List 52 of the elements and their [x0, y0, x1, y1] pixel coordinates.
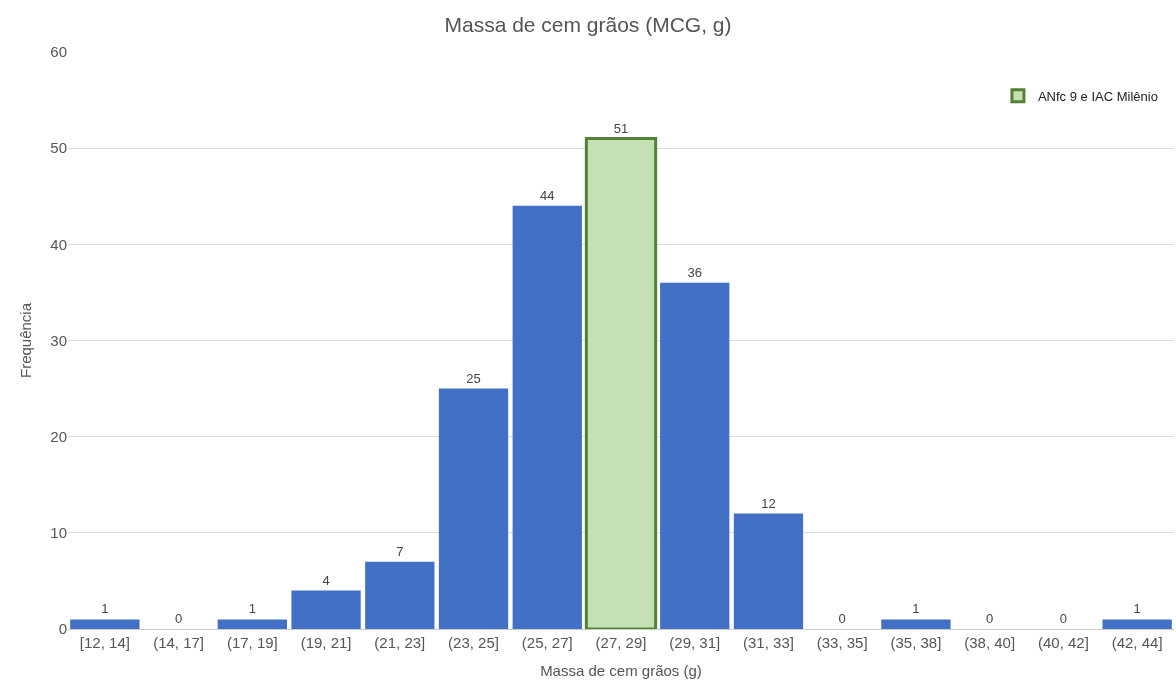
bar	[512, 205, 582, 629]
bar	[217, 619, 287, 629]
x-tick-label: (29, 31]	[669, 634, 721, 651]
data-label: 12	[761, 495, 776, 511]
x-tick-label: (40, 42]	[1037, 634, 1089, 651]
data-label: 25	[466, 370, 481, 386]
bar	[291, 590, 361, 629]
y-tick-label: 50	[50, 139, 67, 157]
y-tick-label: 40	[50, 235, 67, 253]
bar	[584, 137, 658, 629]
data-label: 36	[687, 264, 702, 280]
data-label: 1	[248, 601, 256, 617]
bar	[70, 619, 140, 629]
x-tick-label: (35, 38]	[890, 634, 942, 651]
data-label: 44	[540, 187, 555, 203]
x-tick-label: (19, 21]	[300, 634, 352, 651]
bar	[660, 282, 730, 629]
y-tick-label: 30	[50, 331, 67, 349]
x-tick-label: (38, 40]	[964, 634, 1016, 651]
chart-title: Massa de cem grãos (MCG, g)	[444, 12, 732, 36]
data-label: 51	[613, 120, 629, 136]
x-tick-label: [12, 14]	[79, 634, 130, 651]
x-tick-label: (31, 33]	[743, 634, 794, 651]
y-tick-label: 60	[50, 43, 67, 61]
x-axis-title: Massa de cem grãos (g)	[540, 662, 702, 679]
x-tick-label: (42, 44]	[1111, 634, 1163, 651]
bar	[881, 619, 951, 629]
x-tick-label: (17, 19]	[226, 634, 278, 651]
x-tick-label: (33, 35]	[816, 634, 868, 651]
y-tick-label: 20	[50, 427, 67, 445]
y-tick-label: 0	[58, 620, 67, 638]
y-axis-title: Frequência	[16, 302, 34, 379]
legend-label: ANfc 9 e IAC Milênio	[1037, 88, 1158, 104]
data-label: 1	[101, 601, 109, 617]
bar	[1102, 619, 1172, 629]
data-label: 4	[322, 572, 330, 588]
data-label: 0	[1059, 611, 1068, 626]
data-label: 7	[396, 543, 404, 559]
bar	[733, 513, 804, 629]
x-tick-label: (27, 29]	[595, 634, 647, 651]
bar	[438, 388, 509, 629]
y-tick-label: 10	[50, 524, 67, 542]
bar	[365, 561, 435, 629]
x-tick-label: (23, 25]	[448, 634, 499, 651]
data-label: 0	[986, 611, 994, 626]
data-label: 0	[174, 611, 183, 626]
data-label: 0	[838, 611, 846, 626]
x-tick-label: (25, 27]	[521, 634, 573, 651]
x-tick-label: (14, 17]	[153, 634, 205, 651]
data-label: 1	[1133, 601, 1141, 617]
x-tick-label: (21, 23]	[374, 634, 426, 651]
data-label: 1	[912, 601, 920, 617]
